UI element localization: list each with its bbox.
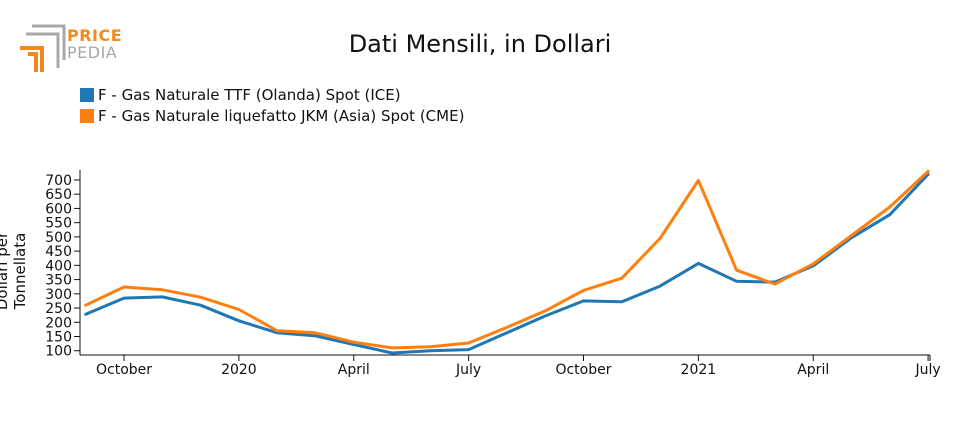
legend: F - Gas Naturale TTF (Olanda) Spot (ICE)…	[80, 84, 464, 126]
y-tick-label: 450	[45, 244, 72, 260]
x-tick-label: October	[555, 362, 611, 378]
legend-item-jkm[interactable]: F - Gas Naturale liquefatto JKM (Asia) S…	[80, 105, 464, 126]
y-tick-label: 600	[45, 201, 72, 217]
logo-mark	[20, 24, 66, 72]
x-tick-label: April	[338, 362, 370, 378]
chart-title: Dati Mensili, in Dollari	[348, 30, 612, 58]
legend-swatch-jkm	[80, 108, 94, 123]
y-tick-label: 350	[45, 273, 72, 289]
y-tick-label: 100	[45, 344, 72, 360]
series-line-jkm	[84, 169, 930, 350]
logo-text-price: PRICE	[67, 26, 123, 45]
legend-label-ttf: F - Gas Naturale TTF (Olanda) Spot (ICE)	[98, 85, 401, 104]
x-tick-label: 2021	[681, 362, 717, 378]
x-tick-label: July	[455, 362, 481, 378]
x-tick-label: October	[96, 362, 152, 378]
x-tick-label: July	[914, 362, 940, 378]
x-tick-label: April	[797, 362, 829, 378]
y-tick-label: 550	[45, 216, 72, 232]
y-tick-label: 200	[45, 315, 72, 331]
legend-item-ttf[interactable]: F - Gas Naturale TTF (Olanda) Spot (ICE)	[80, 84, 464, 105]
y-tick-label: 500	[45, 230, 72, 246]
x-tick-label: 2020	[221, 362, 257, 378]
pricepedia-logo: PRICE PEDIA	[20, 24, 130, 74]
y-tick-label: 150	[45, 330, 72, 346]
legend-label-jkm: F - Gas Naturale liquefatto JKM (Asia) S…	[98, 106, 465, 125]
y-tick-label: 250	[45, 301, 72, 317]
y-tick-label: 700	[45, 173, 72, 189]
series-lines	[84, 169, 930, 355]
y-tick-label: 650	[45, 187, 72, 203]
legend-swatch-ttf	[80, 87, 94, 102]
y-tick-label: 300	[45, 287, 72, 303]
y-tick-label: 400	[45, 258, 72, 274]
logo-text-pedia: PEDIA	[67, 43, 118, 62]
